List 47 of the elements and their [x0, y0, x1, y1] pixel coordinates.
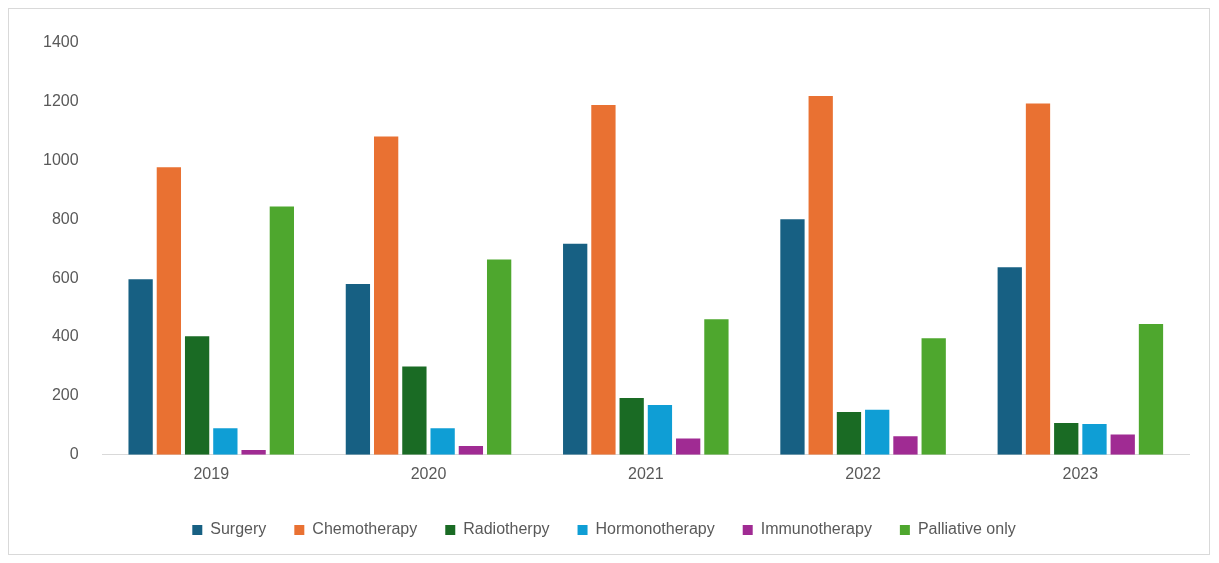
y-tick-label: 1200	[43, 91, 79, 109]
bar	[345, 284, 371, 455]
legend-label: Palliative only	[917, 520, 1016, 538]
bar	[865, 409, 890, 455]
y-tick-label: 400	[51, 327, 79, 345]
bar	[486, 259, 512, 455]
bar	[591, 105, 616, 455]
x-tick-label: 2020	[410, 464, 447, 482]
legend-label: Surgery	[210, 520, 267, 538]
legend-label: Chemotherapy	[312, 520, 418, 538]
bar	[836, 412, 862, 455]
y-tick-label: 600	[51, 268, 79, 286]
bar	[808, 95, 833, 455]
y-tick-label: 0	[69, 445, 79, 463]
x-tick-label: 2022	[845, 464, 881, 482]
bar	[269, 206, 294, 455]
bar	[997, 267, 1022, 455]
bar	[780, 219, 805, 455]
bar	[1082, 423, 1107, 455]
bar	[156, 167, 182, 455]
bar	[1054, 423, 1079, 455]
y-tick-label: 200	[51, 386, 79, 404]
y-tick-label: 800	[51, 209, 79, 227]
y-tick-label: 1000	[43, 150, 79, 168]
bar	[402, 366, 427, 455]
bar	[647, 405, 673, 455]
bar	[374, 136, 399, 455]
y-tick-label: 1400	[43, 33, 79, 51]
bar	[184, 336, 210, 455]
x-tick-label: 2023	[1062, 464, 1099, 482]
bar	[619, 397, 644, 455]
bar	[213, 428, 238, 455]
bar	[704, 319, 729, 455]
bar	[563, 243, 588, 455]
x-tick-label: 2021	[628, 464, 664, 482]
bar	[430, 428, 455, 455]
legend-label: Hormonotherapy	[595, 520, 715, 538]
legend-label: Radiotherpy	[463, 520, 550, 538]
bar	[893, 436, 918, 455]
bar	[676, 438, 701, 455]
x-tick-label: 2019	[193, 464, 230, 482]
bar	[128, 279, 153, 455]
bar	[1138, 324, 1164, 455]
bar	[921, 338, 946, 455]
bar	[1025, 103, 1051, 455]
legend-label: Immunotherapy	[760, 520, 872, 538]
bar	[1110, 434, 1135, 455]
